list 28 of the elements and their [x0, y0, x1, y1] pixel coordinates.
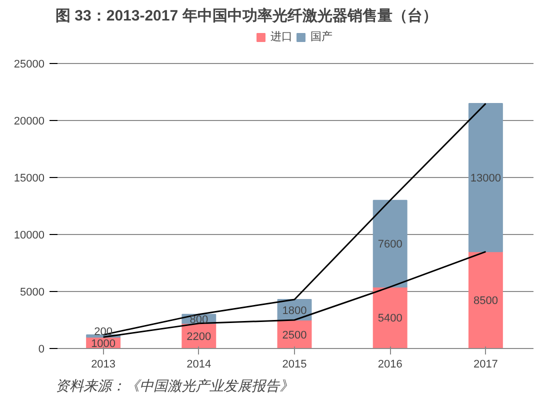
bar	[372, 286, 408, 348]
data-label: 5400	[378, 312, 402, 325]
legend-label: 国产	[310, 30, 332, 44]
y-tick-label: 0	[38, 344, 45, 356]
x-tick-label: 2016	[378, 358, 402, 370]
data-label: 1800	[282, 304, 307, 317]
data-label: 8500	[473, 295, 498, 308]
bar	[372, 200, 408, 288]
x-tick-label: 2013	[91, 358, 116, 370]
x-tick-label: 2014	[186, 358, 212, 370]
data-label: 1000	[91, 338, 116, 350]
y-tick-label: 10000	[14, 230, 45, 242]
data-label: 2500	[282, 329, 307, 342]
bar	[468, 251, 503, 348]
chart-title: 图 33：2013-2017 年中国中功率光纤激光器销售量（台）	[56, 6, 438, 24]
data-label: 13000	[470, 172, 501, 185]
x-tick-label: 2015	[282, 358, 307, 370]
data-label: 7600	[378, 238, 402, 251]
legend-label: 进口	[270, 30, 292, 44]
x-tick-label: 2017	[473, 358, 498, 370]
data-label: 800	[190, 314, 208, 326]
y-tick-label: 15000	[14, 172, 45, 185]
y-tick-label: 20000	[14, 116, 45, 128]
text: 资料来源：《中国激光产业发展报告》	[56, 378, 294, 394]
data-label: 2200	[186, 330, 212, 343]
bar	[468, 103, 503, 252]
y-tick-label: 25000	[14, 58, 45, 71]
y-tick-label: 5000	[20, 286, 45, 299]
